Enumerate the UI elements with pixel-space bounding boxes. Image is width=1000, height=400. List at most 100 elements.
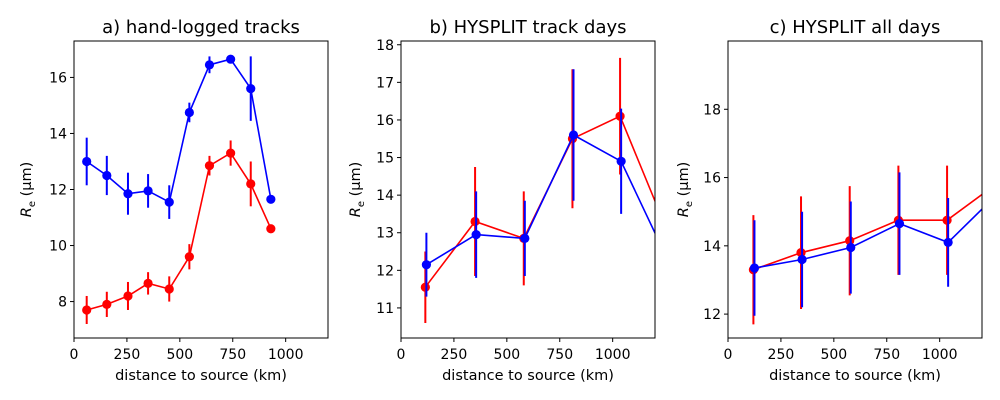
panel-a-y-label: Re (μm) [19, 162, 38, 218]
panel-b-x-tick-label: 250 [441, 347, 468, 363]
panel-b-y-tick-label: 13 [376, 226, 394, 242]
panel-a-y-tick-label: 16 [49, 70, 67, 86]
panel-c-blue-point [749, 263, 760, 273]
panel-a-title: a) hand-logged tracks [102, 17, 300, 38]
panel-c-x-tick-label: 0 [724, 347, 733, 363]
panel-b-y-label: Re (μm) [348, 162, 367, 218]
panel-b-x-tick-label: 1000 [595, 347, 631, 363]
panel-b-red-point [470, 216, 480, 227]
panel-a-axes-ticks: 0 250 500 750 1000 8 10 12 14 16 [49, 70, 303, 363]
panel-c-axes-ticks: 0 250 500 750 1000 12 14 16 18 [703, 102, 957, 363]
panel-c-y-tick-label: 18 [703, 102, 721, 118]
panel-c-x-tick-label: 500 [820, 347, 847, 363]
panel-c-blue-point [797, 254, 807, 265]
panel-a-y-tick-label: 10 [49, 239, 67, 255]
panel-b-y-tick-label: 14 [376, 188, 394, 204]
panel-a-red-point [246, 179, 256, 189]
panel-c-series-blue [749, 172, 982, 316]
panel-b-red-point [615, 111, 625, 121]
panel-a-series-blue [82, 54, 276, 219]
panel-a-x-label: distance to source (km) [115, 368, 287, 384]
panel-a-red-point [123, 291, 133, 301]
panel-a-red-point [266, 224, 276, 234]
panel-b-y-label-sub: e [356, 201, 367, 207]
panel-c-x-tick-label: 250 [768, 347, 795, 363]
panel-a-blue-point [204, 60, 215, 70]
panel-c-y-label-base: R [676, 207, 692, 217]
panel-a-red-point [102, 299, 112, 309]
panel-b-blue-point [616, 156, 626, 166]
panel-b-frame [400, 40, 656, 339]
panel-a-y-label-base: R [19, 207, 35, 217]
panel-b-y-tick-label: 16 [376, 113, 394, 129]
panel-b-x-tick-label: 0 [397, 347, 406, 363]
panel-c-y-tick-label: 12 [703, 307, 721, 323]
panel-b-plot-area [420, 57, 655, 323]
panel-c-red-point [942, 215, 952, 225]
panel-b-y-tick-label: 11 [376, 301, 394, 317]
panel-a-series-red [82, 140, 276, 324]
panel-b-x-tick-label: 750 [546, 347, 573, 363]
panel-a-red-point [82, 305, 92, 315]
panel-b-blue-line [425, 133, 655, 266]
panel-a-blue-point [102, 170, 112, 181]
panel-b-y-tick-label: 12 [376, 263, 394, 279]
panel-c-y-label-unit: (μm) [676, 162, 692, 201]
panel-a-blue-point [123, 189, 133, 199]
panel-a-blue-point [143, 186, 153, 196]
panel-a-red-point [226, 148, 236, 158]
panel-a-red-point [143, 278, 153, 288]
panel-c-y-label-sub: e [684, 201, 695, 207]
panel-c-title: c) HYSPLIT all days [770, 17, 941, 38]
panel-c-y-label: Re (μm) [676, 162, 695, 218]
panel-c-blue-line [754, 208, 982, 269]
panel-a-blue-point [266, 194, 276, 204]
panel-c-x-tick-label: 1000 [922, 347, 958, 363]
panel-c-plot-area [748, 165, 982, 325]
panel-b-blue-point [421, 260, 431, 270]
panel-a-red-point [204, 161, 215, 171]
panel-a-red-point [164, 284, 174, 294]
panel-c-y-tick-label: 14 [703, 239, 721, 255]
panel-a-x-tick-label: 1000 [268, 347, 304, 363]
panel-c-blue-point [846, 242, 856, 253]
panel-a-blue-point [82, 156, 92, 167]
panel-b: b) HYSPLIT track days 0 250 500 750 1000 11 12… [348, 17, 656, 384]
panel-b-blue-point [471, 230, 481, 240]
panel-a-plot-area [82, 54, 276, 324]
panel-b-y-tick-label: 17 [376, 75, 394, 91]
panel-a-x-tick-label: 250 [114, 347, 141, 363]
panel-a-y-tick-label: 14 [49, 126, 67, 142]
panel-c-red-point [796, 248, 806, 258]
panel-a-y-tick-label: 12 [49, 183, 67, 199]
panel-c-red-point [845, 236, 855, 246]
panel-b-blue-point [568, 130, 579, 140]
panel-a-blue-point [246, 84, 256, 94]
panel-a-blue-point [226, 54, 236, 64]
panel-c: c) HYSPLIT all days 0 250 500 750 1000 12 14 16… [676, 17, 983, 384]
panel-c-y-tick-label: 16 [703, 171, 721, 187]
panel-a-y-label-unit: (μm) [19, 162, 35, 201]
panel-b-red-point [420, 282, 430, 292]
panel-b-y-tick-label: 15 [376, 151, 394, 167]
panel-b-title: b) HYSPLIT track days [429, 17, 626, 38]
panel-c-x-tick-label: 750 [873, 347, 900, 363]
panel-a-blue-line [86, 58, 272, 204]
panel-c-frame [727, 40, 983, 339]
panel-b-blue-point [520, 233, 530, 243]
panel-a-x-tick-label: 0 [70, 347, 79, 363]
panel-a-x-tick-label: 500 [166, 347, 193, 363]
panel-b-y-label-unit: (μm) [348, 162, 364, 201]
panel-b-series-blue [421, 69, 655, 297]
panel-c-red-line [753, 193, 982, 271]
panel-b-x-label: distance to source (km) [442, 368, 614, 384]
panel-b-y-tick-label: 18 [376, 38, 394, 54]
panel-b-axes-ticks: 0 250 500 750 1000 11 12 13 14 15 16 17 18 [376, 38, 630, 363]
panel-a-blue-point [184, 107, 194, 118]
panel-b-y-label-base: R [348, 207, 364, 217]
panel-c-x-label: distance to source (km) [769, 368, 941, 384]
panel-a-x-tick-label: 750 [219, 347, 246, 363]
panel-c-blue-point [894, 219, 905, 229]
panel-b-x-tick-label: 500 [493, 347, 520, 363]
